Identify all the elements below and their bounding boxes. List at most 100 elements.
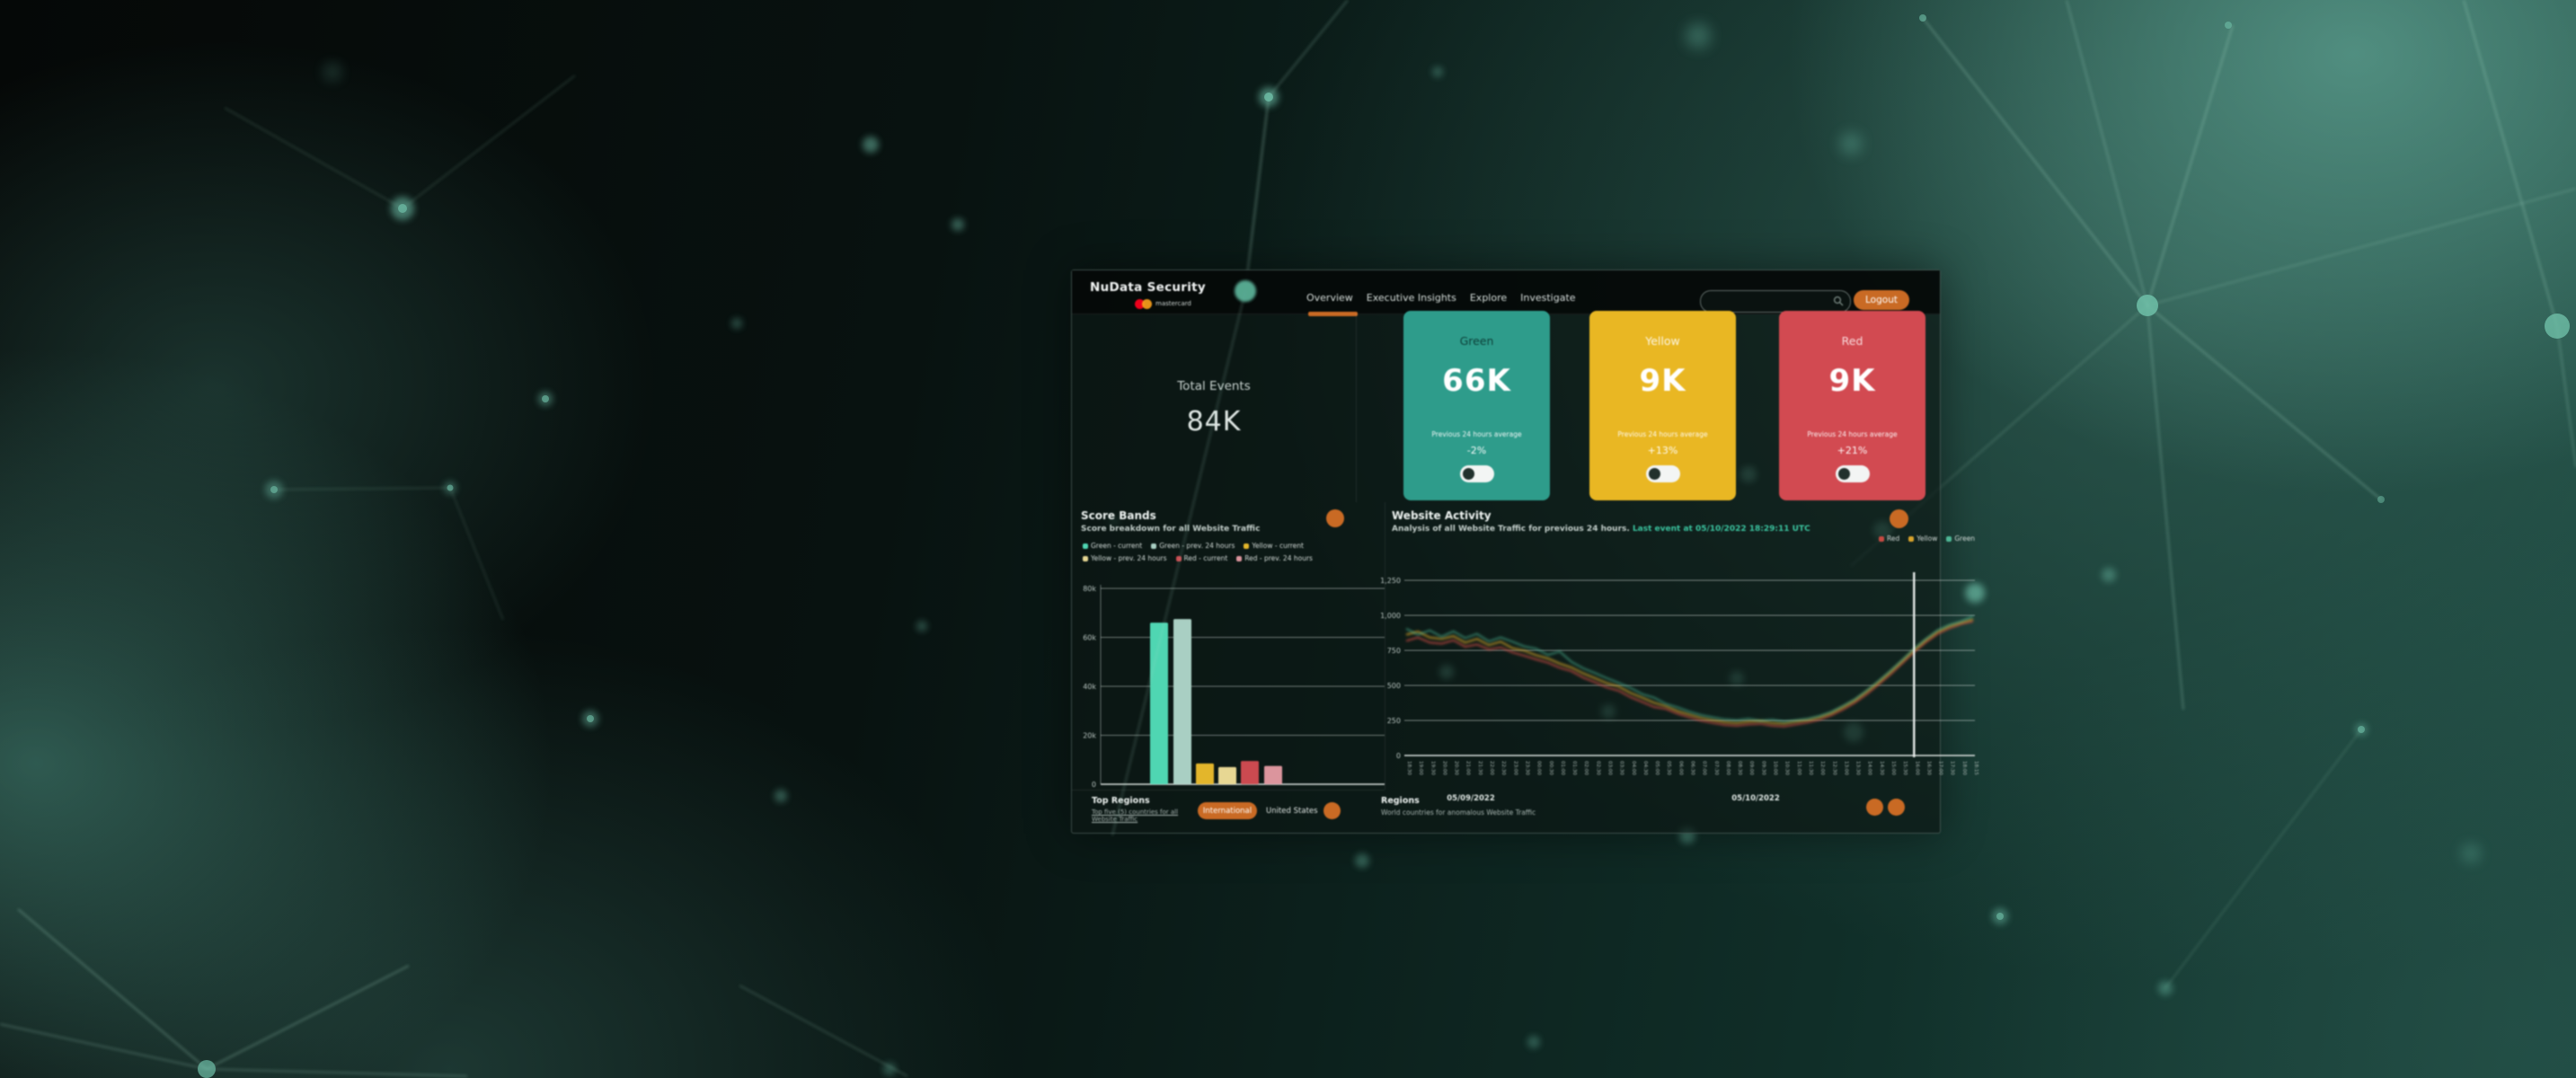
svg-text:09:00: 09:00 <box>1748 761 1754 775</box>
svg-text:22:30: 22:30 <box>1500 761 1506 775</box>
svg-text:21:00: 21:00 <box>1465 761 1471 775</box>
svg-text:10:00: 10:00 <box>1773 761 1778 775</box>
legend-swatch <box>1083 543 1088 549</box>
regions-action-button-2[interactable] <box>1888 799 1905 816</box>
svg-text:12:00: 12:00 <box>1819 761 1825 775</box>
svg-text:1,000: 1,000 <box>1380 612 1401 620</box>
legend-swatch <box>1151 543 1157 549</box>
svg-text:12:30: 12:30 <box>1831 761 1837 775</box>
kpi-card-title: Yellow <box>1645 334 1680 348</box>
svg-text:18:00: 18:00 <box>1961 761 1967 775</box>
kpi-card-subtitle: Previous 24 hours average <box>1617 430 1708 438</box>
kpi-card-title: Red <box>1841 334 1863 348</box>
svg-text:15:00: 15:00 <box>1890 761 1896 775</box>
kpi-card-yellow: Yellow 9K Previous 24 hours average +13% <box>1589 311 1736 500</box>
svg-text:06:00: 06:00 <box>1677 761 1683 775</box>
active-tab-indicator <box>1308 312 1358 316</box>
regions-action-button-1[interactable] <box>1866 799 1883 816</box>
legend-item: Green <box>1946 535 1975 543</box>
filter-united-states-button[interactable]: United States <box>1266 807 1318 816</box>
legend-swatch <box>1175 555 1182 561</box>
kpi-card-title: Green <box>1459 334 1494 348</box>
svg-text:80k: 80k <box>1083 585 1096 593</box>
svg-text:11:30: 11:30 <box>1808 761 1813 775</box>
svg-text:01:30: 01:30 <box>1571 761 1577 775</box>
kpi-card-subtitle: Previous 24 hours average <box>1431 430 1522 438</box>
svg-text:16:00: 16:00 <box>1914 761 1919 775</box>
svg-text:250: 250 <box>1387 717 1401 725</box>
legend-item: Green - prev. 24 hours <box>1151 542 1235 550</box>
legend-item: Red <box>1879 535 1899 543</box>
svg-text:02:30: 02:30 <box>1595 761 1600 775</box>
svg-text:17:30: 17:30 <box>1950 761 1955 775</box>
svg-text:03:30: 03:30 <box>1619 761 1624 775</box>
legend-item: Red - current <box>1175 554 1227 562</box>
svg-text:07:30: 07:30 <box>1713 761 1719 775</box>
total-events-label: Total Events <box>1177 378 1251 393</box>
svg-text:22:00: 22:00 <box>1489 761 1494 775</box>
score-bands-subtitle: Score breakdown for all Website Traffic <box>1081 525 1261 534</box>
svg-text:750: 750 <box>1387 647 1401 655</box>
nav-item-overview[interactable]: Overview <box>1306 292 1353 304</box>
brand-title: NuData Security <box>1090 280 1207 295</box>
svg-text:00:00: 00:00 <box>1536 761 1542 775</box>
website-activity-panel: Website Activity Analysis of all Website… <box>1380 502 1978 803</box>
svg-text:0: 0 <box>1396 752 1401 760</box>
svg-text:19:00: 19:00 <box>1418 761 1423 775</box>
toggle-knob <box>1837 468 1850 480</box>
filter-international-button[interactable]: International <box>1198 802 1257 819</box>
kpi-card-delta: +21% <box>1837 445 1868 456</box>
yellow-card-toggle[interactable] <box>1645 465 1680 482</box>
svg-text:05:30: 05:30 <box>1666 761 1671 775</box>
legend-swatch <box>1244 543 1250 549</box>
svg-text:16:30: 16:30 <box>1925 761 1931 775</box>
nav-item-explore[interactable]: Explore <box>1469 292 1508 304</box>
mastercard-logo: mastercard <box>1135 298 1191 309</box>
nav-item-executive-insights[interactable]: Executive Insights <box>1366 292 1456 304</box>
svg-text:40k: 40k <box>1083 683 1096 691</box>
svg-text:07:00: 07:00 <box>1702 761 1707 775</box>
svg-text:60k: 60k <box>1083 634 1096 642</box>
regions-title: Regions <box>1381 796 1420 806</box>
website-activity-subtitle: Analysis of all Website Traffic for prev… <box>1392 525 1810 534</box>
svg-text:05:00: 05:00 <box>1654 761 1660 775</box>
red-card-toggle[interactable] <box>1835 465 1870 482</box>
regions-panel: Regions World countries for anomalous We… <box>1377 795 1940 832</box>
svg-text:06:30: 06:30 <box>1690 761 1695 775</box>
svg-text:13:30: 13:30 <box>1855 761 1861 775</box>
legend-swatch <box>1236 555 1243 561</box>
svg-text:09:30: 09:30 <box>1760 761 1766 775</box>
kpi-card-value: 9K <box>1639 363 1686 399</box>
kpi-card-delta: -2% <box>1466 445 1487 456</box>
top-navigation-bar: NuData Security mastercard Overview Exec… <box>1072 270 1940 314</box>
total-events-panel: Total Events 84K <box>1072 314 1357 502</box>
svg-text:08:00: 08:00 <box>1725 761 1731 775</box>
nudata-security-dashboard-window: NuData Security mastercard Overview Exec… <box>1071 270 1978 834</box>
score-bands-legend-row-1: Green - current Green - prev. 24 hours Y… <box>1083 542 1304 550</box>
score-bands-bar-chart: 80k 60k 40k 20k 0 <box>1083 585 1385 788</box>
kpi-card-value: 9K <box>1828 363 1876 399</box>
legend-item: Green - current <box>1083 542 1142 550</box>
svg-text:10:30: 10:30 <box>1784 761 1790 775</box>
svg-text:05/10/2022: 05/10/2022 <box>1731 794 1780 803</box>
regions-subtitle: World countries for anomalous Website Tr… <box>1381 808 1536 817</box>
svg-text:20:30: 20:30 <box>1454 761 1459 775</box>
svg-text:05/09/2022: 05/09/2022 <box>1447 794 1495 803</box>
main-nav: Overview Executive Insights Explore Inve… <box>1306 292 1576 304</box>
last-event-link[interactable]: Last event at 05/10/2022 18:29:11 UTC <box>1632 525 1810 534</box>
top-regions-action-button[interactable] <box>1323 802 1341 819</box>
logout-button[interactable]: Logout <box>1854 290 1909 310</box>
svg-text:02:00: 02:00 <box>1583 761 1589 775</box>
top-regions-subtitle: Top five (5) countries for all Website T… <box>1092 808 1179 823</box>
total-events-value: 84K <box>1186 405 1242 437</box>
green-card-toggle[interactable] <box>1459 465 1494 482</box>
score-bands-action-button[interactable] <box>1326 509 1344 527</box>
svg-text:04:30: 04:30 <box>1642 761 1648 775</box>
nav-item-investigate[interactable]: Investigate <box>1520 292 1576 304</box>
svg-text:00:30: 00:30 <box>1548 761 1554 775</box>
search-icon <box>1833 296 1844 306</box>
svg-text:01:00: 01:00 <box>1560 761 1565 775</box>
website-activity-action-button[interactable] <box>1890 509 1908 528</box>
search-input[interactable] <box>1700 290 1851 313</box>
